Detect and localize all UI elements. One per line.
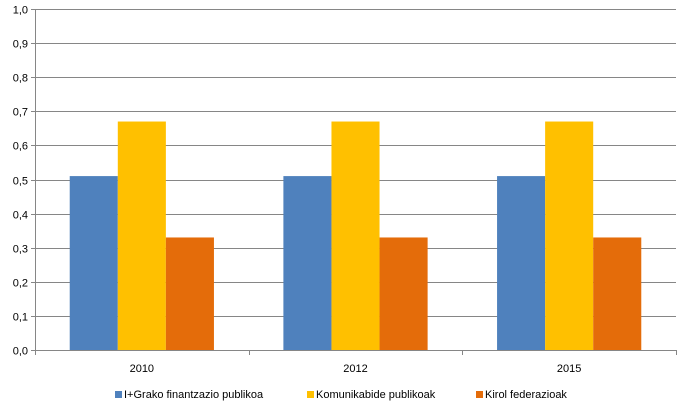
y-tick-label: 0,7 xyxy=(13,107,28,119)
legend: I+Grako finantzazio publikoa Komunikabide… xyxy=(115,389,567,401)
bar-2-2015 xyxy=(545,121,594,350)
bar-2-2012 xyxy=(331,121,380,350)
bar-3-2010 xyxy=(165,237,214,350)
y-tick-label: 0,0 xyxy=(13,346,28,358)
legend-label-2: Komunikabide publikoak xyxy=(316,389,436,401)
y-tick-label: 0,6 xyxy=(13,141,28,153)
y-tick-label: 0,1 xyxy=(13,312,28,324)
y-tick-label: 0,8 xyxy=(13,73,28,85)
y-tick-label: 0,3 xyxy=(13,244,28,256)
y-tick-label: 1,0 xyxy=(13,5,28,17)
y-tick-label: 0,2 xyxy=(13,278,28,290)
bars xyxy=(69,121,642,350)
x-axis-tick-labels: 2010 2012 2015 xyxy=(130,363,582,375)
x-tick-label: 2010 xyxy=(130,363,154,375)
bar-3-2012 xyxy=(379,237,428,350)
legend-label-1: I+Grako finantzazio publikoa xyxy=(124,389,264,401)
y-tick-label: 0,4 xyxy=(13,210,28,222)
bar-1-2012 xyxy=(283,176,332,350)
bar-1-2010 xyxy=(69,176,118,350)
axes xyxy=(31,9,677,355)
bar-1-2015 xyxy=(497,176,546,350)
legend-swatch-3 xyxy=(476,391,483,398)
legend-swatch-2 xyxy=(307,391,314,398)
y-tick-label: 0,5 xyxy=(13,176,28,188)
x-tick-label: 2015 xyxy=(557,363,581,375)
bar-2-2010 xyxy=(117,121,166,350)
bar-3-2015 xyxy=(593,237,642,350)
x-tick-label: 2012 xyxy=(343,363,367,375)
legend-label-3: Kirol federazioak xyxy=(485,389,567,401)
y-axis-tick-labels: 0,0 0,1 0,2 0,3 0,4 0,5 0,6 0,7 0,8 0,9 1,0 xyxy=(13,5,28,358)
y-tick-label: 0,9 xyxy=(13,39,28,51)
legend-swatch-1 xyxy=(115,391,122,398)
